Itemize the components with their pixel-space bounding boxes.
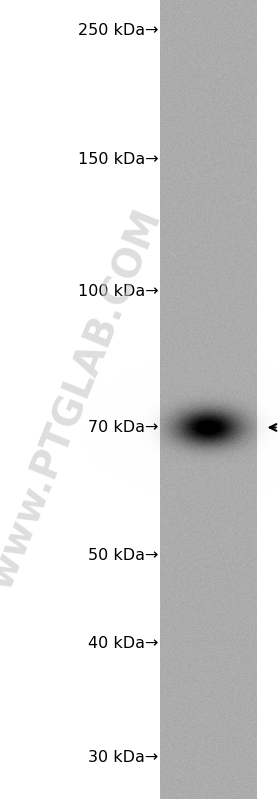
Text: www.PTGLAB.COM: www.PTGLAB.COM xyxy=(0,204,169,595)
Text: 40 kDa→: 40 kDa→ xyxy=(88,636,158,650)
Text: 100 kDa→: 100 kDa→ xyxy=(78,284,158,299)
Text: 30 kDa→: 30 kDa→ xyxy=(88,750,158,765)
Text: 150 kDa→: 150 kDa→ xyxy=(78,153,158,167)
Text: 250 kDa→: 250 kDa→ xyxy=(78,23,158,38)
Text: 70 kDa→: 70 kDa→ xyxy=(88,420,158,435)
Text: 50 kDa→: 50 kDa→ xyxy=(88,548,158,562)
